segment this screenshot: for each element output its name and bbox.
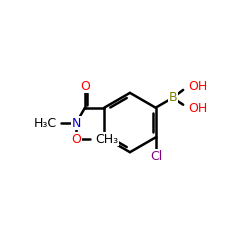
Text: Cl: Cl xyxy=(151,150,163,163)
Text: H₃C: H₃C xyxy=(34,116,57,130)
Text: B: B xyxy=(168,91,177,104)
Text: O: O xyxy=(80,80,90,93)
Text: OH: OH xyxy=(188,102,208,115)
Text: O: O xyxy=(71,133,81,146)
Text: CH₃: CH₃ xyxy=(96,133,119,146)
Text: N: N xyxy=(72,116,81,130)
Text: OH: OH xyxy=(188,80,208,93)
